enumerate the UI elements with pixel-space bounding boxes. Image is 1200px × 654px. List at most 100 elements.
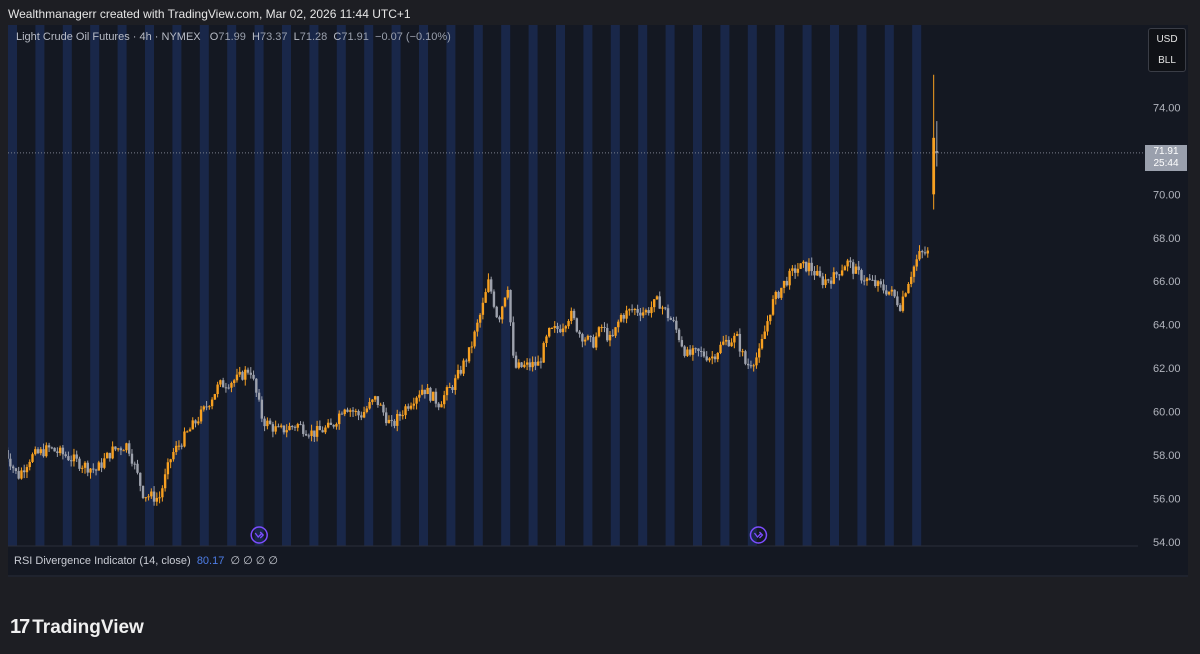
session-band: [282, 25, 291, 546]
candle-body: [423, 389, 427, 395]
candle-body: [523, 364, 526, 368]
tradingview-logo[interactable]: 17 TradingView: [10, 616, 144, 639]
candle-body: [249, 372, 252, 375]
candle-body: [840, 270, 844, 276]
candle-body: [860, 270, 863, 281]
candle-body: [885, 290, 888, 295]
candle-body: [478, 314, 482, 323]
candle-body: [221, 380, 225, 388]
candle-body: [788, 270, 791, 286]
rsi-value: 80.17: [196, 555, 225, 567]
candle-body: [821, 276, 824, 286]
session-band: [62, 25, 72, 546]
candle-body: [791, 268, 794, 271]
candle-body: [396, 413, 399, 426]
session-band: [665, 25, 675, 546]
candle-body: [686, 349, 689, 356]
candle-body: [755, 357, 758, 366]
candle-body: [868, 278, 871, 280]
candle-body: [296, 424, 299, 428]
candle-body: [199, 409, 203, 422]
candle-body: [382, 404, 385, 413]
candle-body: [398, 413, 402, 417]
session-band: [117, 25, 127, 546]
candle-body: [517, 362, 521, 368]
candle-body: [426, 387, 429, 395]
unit-label[interactable]: BLL: [1158, 55, 1176, 66]
candle-body: [874, 279, 877, 287]
candle-body: [45, 445, 48, 457]
candle-body: [125, 443, 128, 451]
candle-body: [233, 380, 236, 384]
candle-body: [625, 310, 628, 319]
candle-body: [802, 261, 805, 264]
candle-body: [570, 310, 573, 321]
candle-body: [735, 333, 739, 336]
candle-body: [780, 287, 783, 298]
candle-body: [313, 430, 316, 437]
candle-body: [158, 497, 161, 499]
chart-area[interactable]: 54.00 56.00 58.00 60.00 62.00 64.00 66.00 68.00…: [8, 25, 1188, 577]
candle-body: [97, 462, 101, 471]
candle-body: [64, 454, 67, 457]
candle-body: [39, 449, 42, 454]
candle-body: [525, 362, 529, 365]
candle-body: [583, 339, 587, 342]
price-chart[interactable]: 54.00 56.00 58.00 60.00 62.00 64.00 66.00 68.00…: [8, 25, 1188, 577]
y-tick-label: 56.00: [1153, 494, 1181, 506]
candle-body: [83, 462, 87, 468]
candle-body: [324, 427, 327, 433]
session-band: [528, 25, 538, 546]
candle-body: [8, 450, 9, 459]
candle-body: [683, 346, 686, 356]
candle-body: [630, 309, 634, 311]
candle-body: [832, 272, 836, 284]
candle-body: [437, 403, 440, 408]
candle-body: [617, 321, 620, 328]
candle-body: [730, 342, 733, 347]
candle-body: [705, 356, 708, 361]
candle-body: [459, 369, 462, 374]
candle-body: [418, 394, 421, 398]
session-band: [556, 25, 565, 546]
current-price-tag: 71.91 25:44: [1145, 145, 1187, 171]
currency-label[interactable]: USD: [1156, 34, 1178, 45]
candle-body: [829, 280, 833, 284]
rsi-indicator-legend[interactable]: RSI Divergence Indicator (14, close) 80.…: [14, 554, 278, 567]
candle-body: [901, 296, 905, 311]
divergence-arrow-icon: [753, 531, 764, 539]
candle-body: [338, 413, 341, 425]
candle-body: [473, 331, 476, 347]
currency-unit-selector[interactable]: USD BLL: [1148, 28, 1186, 72]
candle-body: [11, 466, 15, 469]
session-band: [8, 25, 17, 546]
candle-body: [641, 312, 645, 316]
candle-body: [431, 391, 435, 401]
candle-body: [752, 365, 755, 367]
y-tick-label: 64.00: [1153, 320, 1181, 332]
candle-body: [597, 327, 601, 337]
candle-body: [174, 445, 178, 452]
session-band: [227, 25, 237, 546]
candle-body: [114, 446, 117, 450]
candle-body: [224, 387, 228, 389]
candle-body: [288, 425, 291, 431]
legend-close-label: C: [333, 31, 342, 43]
candle-body: [932, 137, 936, 195]
session-band: [254, 25, 264, 546]
candle-body: [155, 497, 159, 502]
candle-body: [559, 329, 562, 333]
candle-body: [835, 272, 838, 275]
candle-body: [100, 462, 103, 468]
candle-body: [876, 281, 880, 287]
candle-body: [572, 310, 576, 319]
candle-body: [738, 333, 742, 352]
candle-body: [711, 356, 714, 359]
candle-body: [716, 352, 719, 360]
candle-body: [130, 453, 134, 464]
candle-body: [351, 410, 355, 412]
candle-body: [58, 447, 62, 453]
candle-body: [769, 314, 772, 322]
candle-body: [763, 331, 766, 339]
candle-body: [865, 278, 869, 281]
